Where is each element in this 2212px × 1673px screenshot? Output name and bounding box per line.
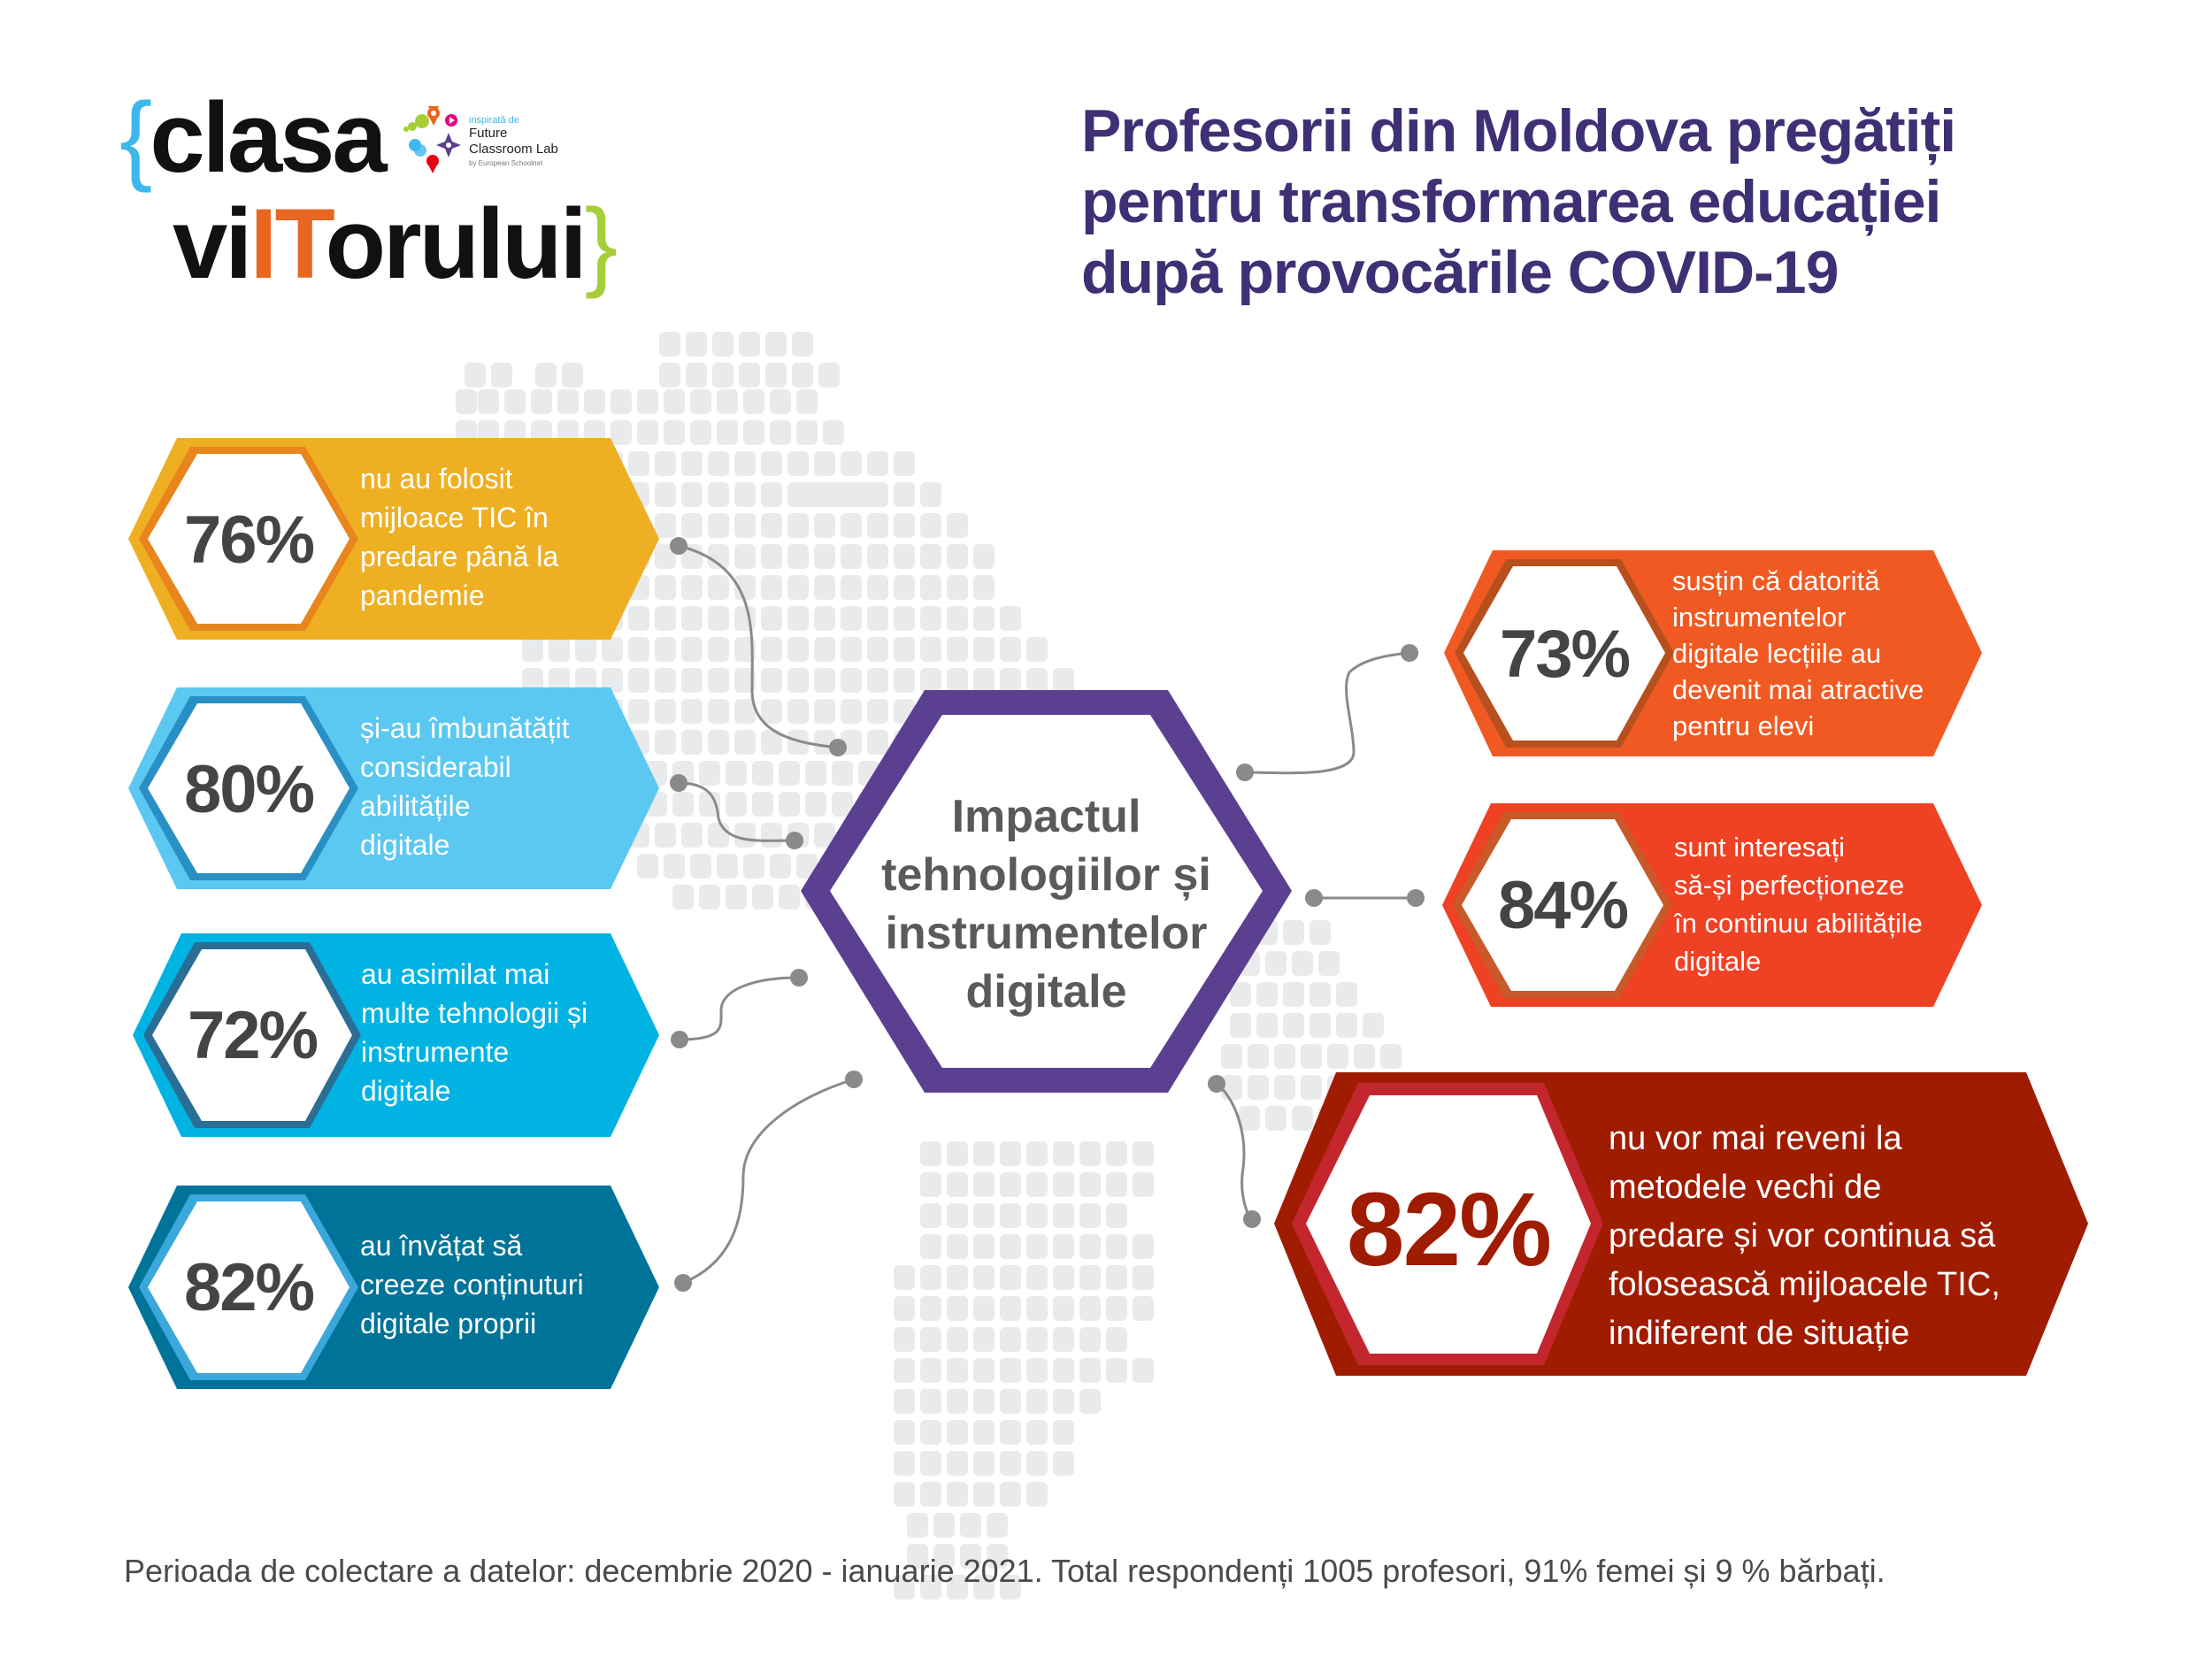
title-line-3: după provocările COVID-19 xyxy=(1081,239,1839,306)
stat-percent: 72% xyxy=(187,998,319,1073)
stat-description: susțin că datorită instrumentelor digital… xyxy=(1672,565,1924,741)
center-hexagon-border xyxy=(801,690,1292,1093)
fcl-name-2: Classroom Lab xyxy=(469,142,558,157)
stat-card-80: 80% și-au îmbunătățit considerabil abilit… xyxy=(128,687,659,889)
stat-description: nu vor mai reveni la metodele vechi de pr… xyxy=(1609,1120,2001,1352)
stat-card-82-left: 82% au învățat să creeze conținuturi digi… xyxy=(128,1186,659,1389)
logo-line-1: {clasa xyxy=(119,82,388,193)
stat-description: au învățat să creeze conținuturi digitale… xyxy=(360,1230,584,1339)
connector-dot xyxy=(670,537,687,555)
stat-percent: 82% xyxy=(1346,1171,1552,1288)
fcl-text: inspirată de Future Classroom Lab by Eur… xyxy=(469,115,558,167)
stat-card-73: 73% susțin că datorită instrumentelor dig… xyxy=(1444,550,1982,756)
stat-card-76: 76% nu au folosit mijloace TIC în predare… xyxy=(128,438,659,640)
clasa-viitorului-logo: {clasa viITorului} xyxy=(119,82,618,299)
stat-card-82-right: 82% nu vor mai reveni la metodele vechi d… xyxy=(1274,1072,2088,1376)
stat-card-84: 84% sunt interesați să-și perfecționeze î… xyxy=(1442,803,1982,1007)
stat-percent: 73% xyxy=(1499,617,1631,692)
fcl-by: by European Schoolnet xyxy=(469,159,543,167)
stat-description: sunt interesați să-și perfecționeze în co… xyxy=(1674,832,1923,977)
page-title: Profesorii din Moldova pregătiți pentru … xyxy=(1081,96,2143,308)
title-line-1: Profesorii din Moldova pregătiți xyxy=(1081,97,1956,165)
fcl-inspired-by: inspirată de xyxy=(469,115,519,126)
stat-percent: 82% xyxy=(183,1250,315,1325)
stat-description: au asimilat mai multe tehnologii și instr… xyxy=(361,958,588,1107)
logo-line-2: viITorului} xyxy=(173,188,618,299)
center-title: Impactul tehnologiilor și instrumentelor… xyxy=(881,791,1211,1017)
stat-percent: 80% xyxy=(183,752,315,827)
fcl-name-1: Future xyxy=(469,126,508,141)
future-classroom-lab-logo: inspirată de Future Classroom Lab by Eur… xyxy=(403,106,633,186)
stat-percent: 76% xyxy=(183,503,315,578)
stat-card-72: 72% au asimilat mai multe tehnologii și i… xyxy=(133,933,659,1137)
title-line-2: pentru transformarea educației xyxy=(1081,168,1941,235)
stat-description: și-au îmbunătățit considerabil abilitățil… xyxy=(360,712,570,861)
center-hexagon: Impactul tehnologiilor și instrumentelor… xyxy=(801,690,1292,1093)
footer-note: Perioada de colectare a datelor: decembr… xyxy=(124,1553,1886,1589)
fcl-icon-cluster xyxy=(403,106,461,173)
stat-description: nu au folosit mijloace TIC în predare pân… xyxy=(360,463,559,611)
stat-percent: 84% xyxy=(1497,868,1629,943)
